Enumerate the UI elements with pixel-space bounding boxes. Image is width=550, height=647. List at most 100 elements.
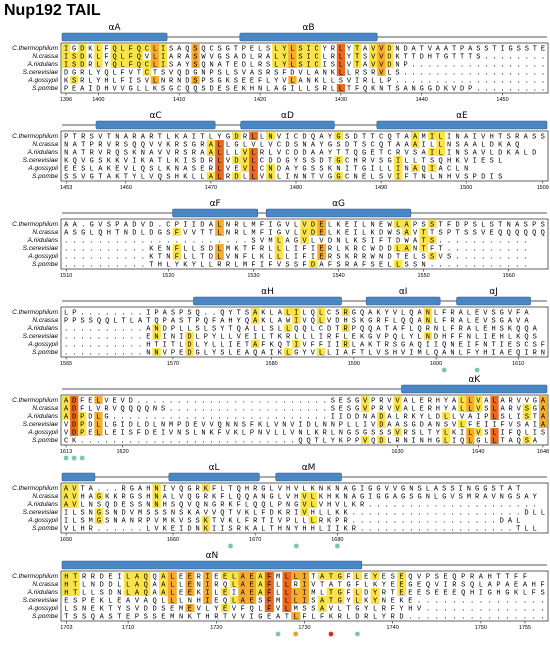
conservation-cell (326, 572, 336, 580)
conservation-cell (185, 340, 194, 348)
conservation-cell (118, 60, 127, 68)
alignment-box (60, 394, 549, 446)
conservation-cell (126, 52, 135, 60)
conservation-cell (232, 156, 241, 164)
conservation-cell (336, 52, 346, 60)
conservation-cell (185, 332, 194, 340)
helix-label: αE (456, 111, 468, 121)
sequence: ASGLQHTNDLDGSFVVTTLNRLMFIGVLVDELKEILKDWS… (64, 229, 545, 237)
conservation-cell (377, 412, 386, 420)
helix-label: αD (281, 111, 294, 121)
conservation-cell (312, 60, 321, 68)
site-dot (79, 455, 85, 461)
conservation-cell (419, 236, 429, 244)
conservation-cell (94, 428, 103, 436)
conservation-cell (308, 260, 318, 268)
conservation-cell (274, 252, 284, 260)
conservation-cell (215, 252, 224, 260)
conservation-cell (402, 228, 412, 236)
helix-label: αJ (489, 287, 498, 297)
conservation-cell (94, 516, 104, 524)
conservation-cell (377, 60, 386, 68)
conservation-cell (361, 436, 370, 444)
conservation-cell (249, 172, 258, 180)
conservation-cell (132, 580, 142, 588)
ruler-label: 1440 (416, 97, 428, 103)
conservation-cell (522, 404, 532, 412)
helix (239, 32, 378, 42)
conservation-cell (336, 44, 346, 52)
ruler-label: 1740 (387, 625, 399, 631)
sequence: KSRLYHLFISVLNRNDSPSGKSEEFLYVLANKLLSVIRLL… (64, 77, 545, 85)
conservation-cell (272, 60, 281, 68)
conservation-cell (70, 52, 79, 60)
species-name: C.thermophilum (12, 397, 58, 404)
ruler-label: 1650 (60, 537, 72, 543)
conservation-cell (238, 588, 248, 596)
conservation-cell (240, 164, 250, 172)
conservation-cell (159, 588, 169, 596)
conservation-cell (300, 572, 310, 580)
conservation-cell (336, 84, 346, 92)
conservation-cell (70, 396, 79, 404)
ruler-label: 1620 (117, 449, 129, 455)
conservation-cell (369, 44, 378, 52)
conservation-cell (427, 220, 437, 228)
conservation-cell (282, 604, 292, 612)
conservation-cell (203, 588, 213, 596)
conservation-cell (300, 220, 309, 228)
species-name: C.thermophilum (12, 221, 58, 228)
conservation-cell (490, 412, 499, 420)
conservation-cell (353, 60, 362, 68)
ruler-label: 1510 (60, 273, 72, 279)
conservation-cell (369, 52, 378, 60)
conservation-cell (370, 596, 380, 604)
conservation-cell (185, 572, 195, 580)
conservation-cell (410, 132, 420, 140)
conservation-cell (238, 580, 248, 588)
conservation-cell (62, 44, 71, 52)
conservation-cell (308, 500, 318, 508)
ruler-label: 1750 (475, 625, 487, 631)
conservation-cell (206, 172, 216, 180)
conservation-cell (256, 580, 266, 588)
conservation-cell (70, 428, 79, 436)
conservation-cell (256, 588, 266, 596)
conservation-cell (185, 604, 195, 612)
conservation-cell (274, 244, 284, 252)
conservation-cell (215, 172, 224, 180)
conservation-cell (256, 572, 266, 580)
site-dot (71, 455, 77, 461)
helix (61, 32, 168, 42)
conservation-cell (159, 60, 168, 68)
helix-label: αI (399, 287, 408, 297)
conservation-cell (300, 500, 309, 508)
conservation-cell (288, 44, 297, 52)
conservation-cell (62, 484, 71, 492)
conservation-cell (272, 52, 281, 60)
conservation-cell (201, 484, 211, 492)
conservation-cell (229, 580, 239, 588)
conservation-cell (132, 572, 142, 580)
species-name: N.crassa (32, 317, 58, 324)
species-name: S.cerevisiae (23, 69, 59, 76)
sequence: HTLNDDLLAQAALLENIRQLAEAFLLRIVTATGFLKYEEG… (64, 581, 544, 589)
conservation-cell (474, 396, 483, 404)
sequence: TSSQASTEPSSEMNKTHRTVVIGEATLFLFKRLDRLYRD.… (64, 613, 544, 621)
conservation-cell (341, 340, 350, 348)
sequence: ..........KENFLLSDLMKTFRLLLIFIERLKRCWDDL… (64, 245, 528, 253)
conservation-cell (436, 148, 446, 156)
species-name: A.nidulans (27, 237, 59, 244)
conservation-cell (215, 140, 224, 148)
conservation-cell (126, 44, 135, 52)
site-dot (334, 543, 340, 549)
conservation-cell (353, 572, 363, 580)
site-dot (355, 631, 360, 637)
conservation-cell (296, 52, 305, 60)
conservation-cell (62, 492, 71, 500)
conservation-cell (308, 228, 318, 236)
ruler-label: 1580 (265, 361, 277, 367)
conservation-cell (251, 340, 260, 348)
conservation-cell (266, 172, 275, 180)
conservation-cell (419, 228, 429, 236)
